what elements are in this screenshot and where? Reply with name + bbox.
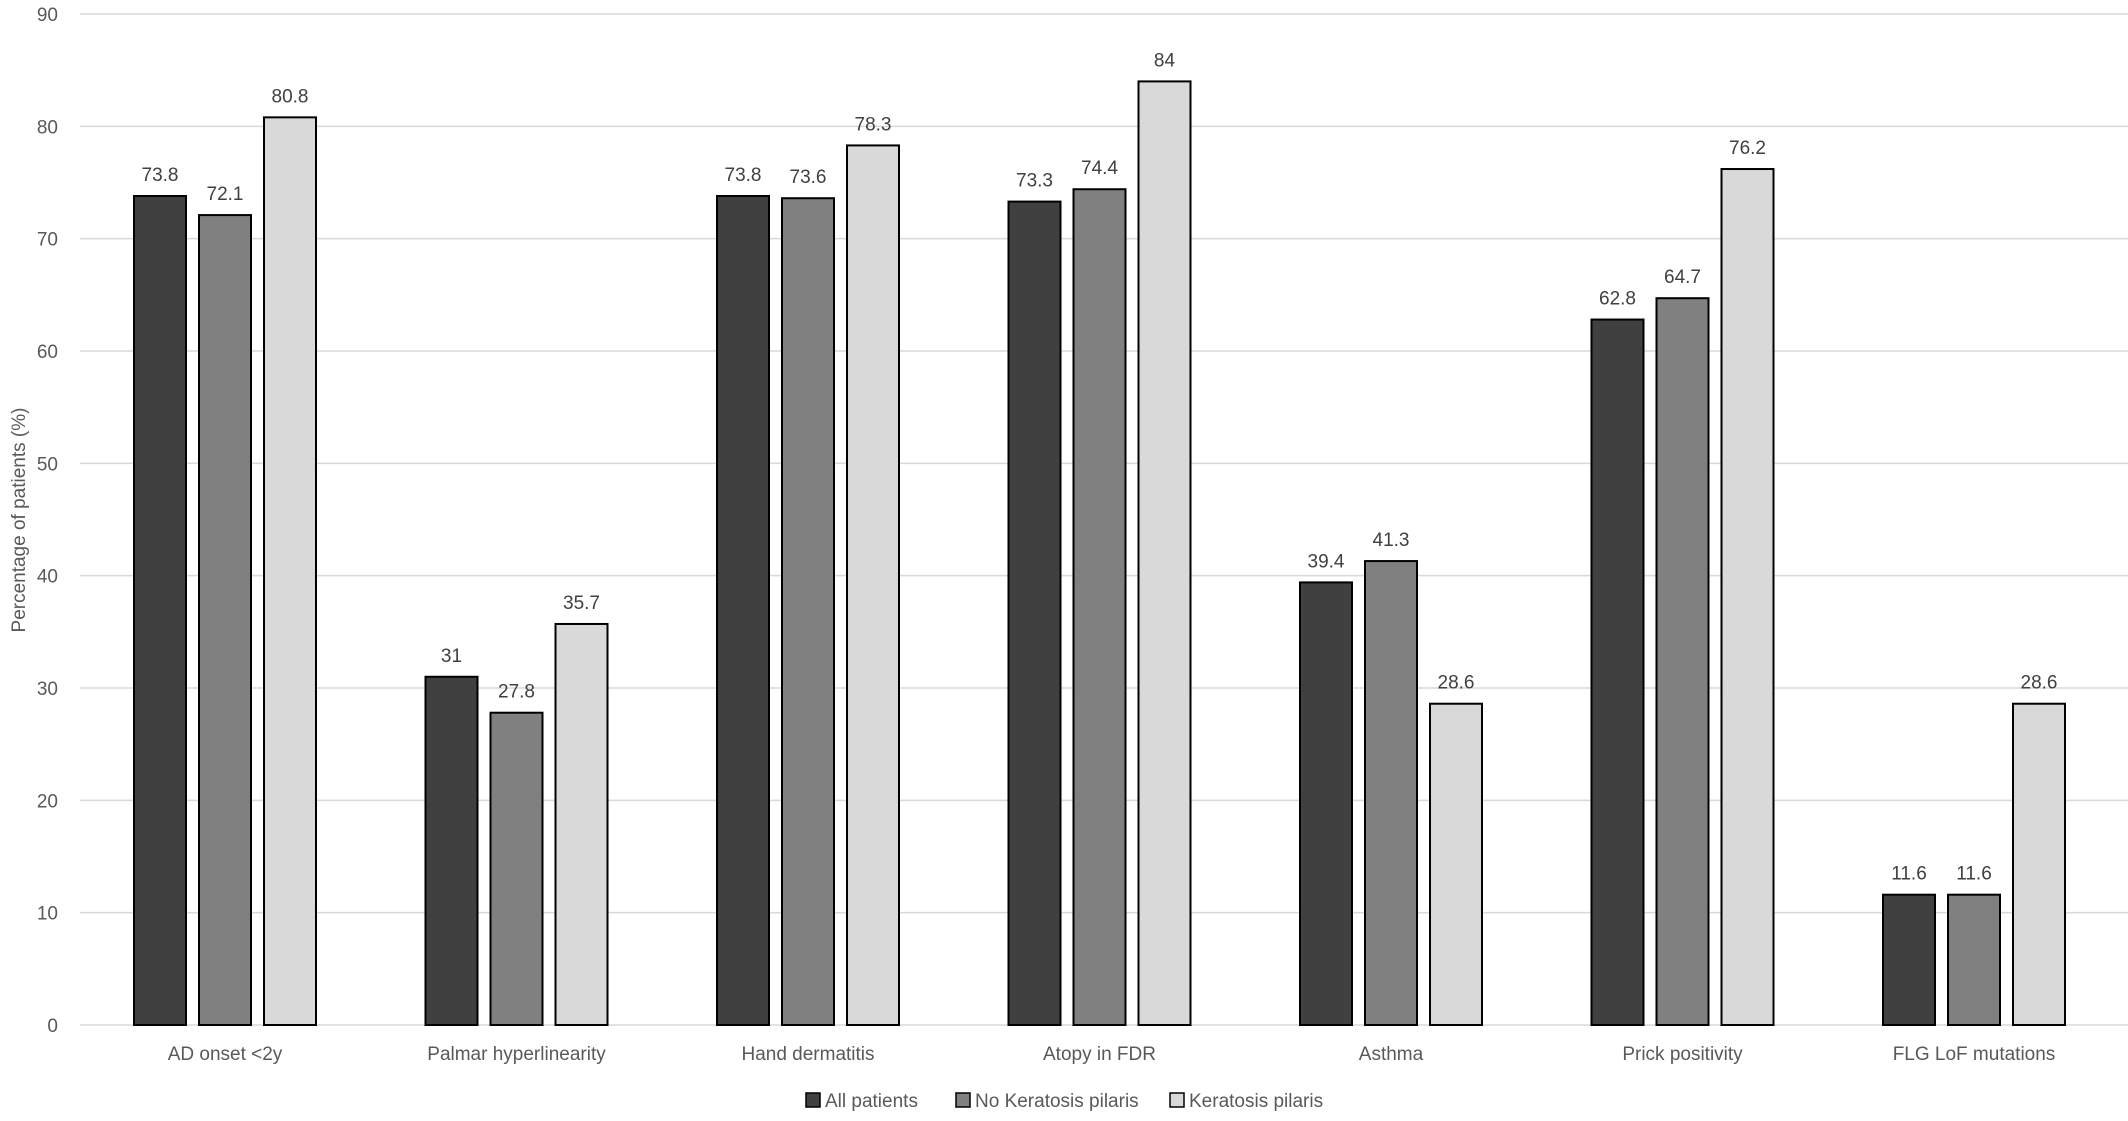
- data-label: 28.6: [1438, 673, 1475, 694]
- data-label: 62.8: [1599, 289, 1636, 310]
- data-label: 84: [1154, 50, 1176, 71]
- legend-label: All patients: [825, 1091, 918, 1112]
- y-tick-label: 30: [37, 679, 58, 700]
- x-axis-categories: AD onset <2y Palmar hyperlinearity Hand de…: [168, 1044, 2056, 1065]
- data-label: 11.6: [1891, 864, 1927, 885]
- y-tick-label: 80: [37, 117, 58, 138]
- bar: [424, 675, 479, 1026]
- data-label: 28.6: [2021, 673, 2058, 694]
- bar: [1137, 80, 1192, 1026]
- bar: [489, 711, 544, 1026]
- data-label: 72.1: [207, 184, 244, 205]
- bar: [1590, 318, 1645, 1026]
- data-label: 11.6: [1956, 864, 1992, 885]
- data-label: 80.8: [272, 86, 309, 107]
- data-label: 73.8: [142, 165, 179, 186]
- x-category-label: FLG LoF mutations: [1893, 1044, 2056, 1065]
- data-label: 73.3: [1016, 171, 1053, 192]
- bar: [1429, 702, 1483, 1027]
- bar: [1364, 560, 1418, 1027]
- bar: [846, 144, 900, 1026]
- bar: [1007, 200, 1062, 1026]
- y-tick-label: 90: [37, 5, 58, 26]
- data-labels: 73.8 72.1 80.8 31 27.8 35.7 73.8 73.6 78.3 73.3 74…: [142, 50, 2058, 884]
- bars: [133, 80, 2066, 1027]
- legend-swatch: [805, 1092, 821, 1108]
- y-tick-label: 70: [37, 230, 58, 251]
- bar: [1882, 893, 1936, 1027]
- data-label: 41.3: [1373, 530, 1410, 551]
- y-tick-label: 0: [47, 1016, 58, 1037]
- y-tick-label: 60: [37, 342, 58, 363]
- bar: [198, 214, 252, 1026]
- x-category-label: Asthma: [1359, 1044, 1424, 1065]
- bar: [716, 194, 770, 1027]
- bar: [1947, 893, 2001, 1027]
- y-tick-label: 20: [37, 791, 58, 812]
- bar: [1720, 168, 1775, 1026]
- data-label: 35.7: [563, 593, 600, 614]
- data-label: 74.4: [1081, 158, 1118, 179]
- bar: [1655, 297, 1710, 1027]
- bar: [133, 194, 187, 1027]
- data-label: 64.7: [1664, 267, 1701, 288]
- y-tick-label: 10: [37, 904, 58, 925]
- data-label: 76.2: [1729, 138, 1766, 159]
- bar: [554, 622, 609, 1026]
- x-category-label: Prick positivity: [1622, 1044, 1743, 1065]
- data-label: 31: [441, 646, 462, 667]
- y-tick-label: 40: [37, 567, 58, 588]
- bar: [2012, 702, 2066, 1027]
- bar: [263, 116, 317, 1026]
- x-category-label: AD onset <2y: [168, 1044, 283, 1065]
- legend-swatch: [1169, 1092, 1185, 1108]
- x-category-label: Hand dermatitis: [741, 1044, 874, 1065]
- data-label: 73.6: [790, 167, 827, 188]
- x-category-label: Palmar hyperlinearity: [427, 1044, 606, 1065]
- bar: [781, 197, 835, 1026]
- y-axis-title: Percentage of patients (%): [9, 408, 30, 633]
- data-label: 73.8: [725, 165, 762, 186]
- y-axis-ticks: 0 10 20 30 40 50 60 70 80 90: [37, 5, 58, 1037]
- bar: [1299, 581, 1353, 1026]
- y-tick-label: 50: [37, 454, 58, 475]
- data-label: 27.8: [498, 682, 535, 703]
- bar: [1072, 188, 1127, 1027]
- legend-label: Keratosis pilaris: [1189, 1091, 1323, 1112]
- x-category-label: Atopy in FDR: [1043, 1044, 1156, 1065]
- legend-swatch: [955, 1092, 971, 1108]
- data-label: 78.3: [855, 114, 892, 135]
- data-label: 39.4: [1308, 551, 1345, 572]
- legend: All patients No Keratosis pilaris Keratosi…: [805, 1091, 1323, 1112]
- legend-label: No Keratosis pilaris: [975, 1091, 1139, 1112]
